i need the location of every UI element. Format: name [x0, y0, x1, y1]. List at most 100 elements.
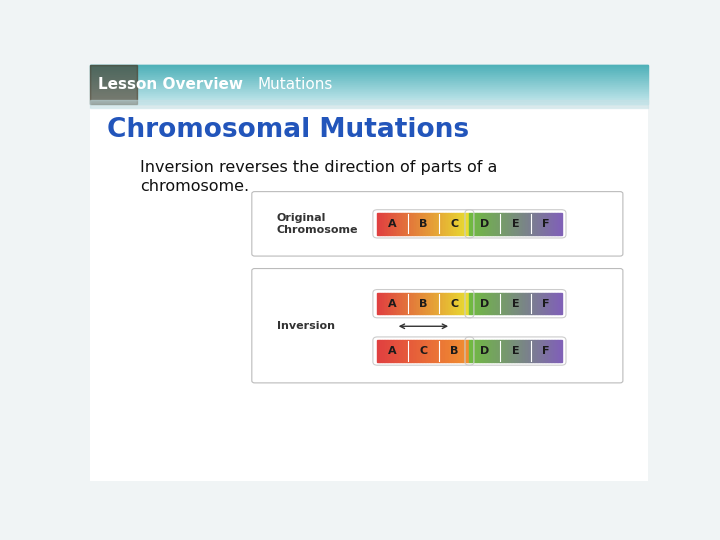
- Bar: [90, 85, 648, 86]
- Bar: [503, 340, 505, 362]
- Bar: [525, 340, 526, 362]
- Text: chromosome.: chromosome.: [140, 179, 249, 194]
- Bar: [433, 293, 434, 314]
- Bar: [90, 71, 648, 72]
- Bar: [415, 213, 418, 235]
- Bar: [453, 340, 454, 362]
- Bar: [411, 340, 413, 362]
- Bar: [544, 340, 546, 362]
- Bar: [90, 90, 648, 91]
- Bar: [511, 293, 513, 314]
- Bar: [411, 213, 413, 235]
- Bar: [384, 340, 385, 362]
- Text: C: C: [450, 299, 458, 309]
- Bar: [408, 340, 410, 362]
- Bar: [491, 293, 492, 314]
- Bar: [446, 293, 448, 314]
- Bar: [477, 293, 479, 314]
- Bar: [511, 340, 513, 362]
- Bar: [384, 213, 385, 235]
- Bar: [400, 213, 402, 235]
- Bar: [90, 91, 648, 92]
- Bar: [437, 213, 438, 235]
- Bar: [555, 340, 557, 362]
- Bar: [506, 213, 508, 235]
- Bar: [425, 213, 426, 235]
- Bar: [90, 65, 138, 104]
- Bar: [490, 213, 491, 235]
- Bar: [480, 213, 482, 235]
- Bar: [90, 94, 648, 95]
- Bar: [528, 213, 529, 235]
- Bar: [402, 213, 403, 235]
- Bar: [506, 340, 508, 362]
- Text: Inversion: Inversion: [277, 321, 335, 330]
- Bar: [523, 293, 525, 314]
- Bar: [397, 213, 399, 235]
- Bar: [474, 213, 476, 235]
- Bar: [560, 213, 562, 235]
- Bar: [405, 213, 407, 235]
- Bar: [516, 213, 517, 235]
- Bar: [541, 293, 543, 314]
- Bar: [468, 293, 469, 314]
- Bar: [382, 293, 384, 314]
- Bar: [467, 213, 468, 235]
- Bar: [391, 293, 392, 314]
- Bar: [497, 213, 498, 235]
- Bar: [90, 67, 648, 68]
- Bar: [483, 293, 485, 314]
- Bar: [459, 293, 460, 314]
- Bar: [90, 100, 648, 101]
- Bar: [428, 340, 430, 362]
- Bar: [551, 213, 552, 235]
- Bar: [469, 213, 471, 235]
- Bar: [529, 340, 531, 362]
- Bar: [532, 340, 534, 362]
- Bar: [385, 213, 387, 235]
- Bar: [460, 293, 462, 314]
- Bar: [465, 293, 467, 314]
- Bar: [539, 213, 540, 235]
- Bar: [436, 293, 437, 314]
- Bar: [438, 293, 441, 314]
- Bar: [90, 95, 648, 96]
- Bar: [494, 293, 495, 314]
- Bar: [539, 293, 540, 314]
- Bar: [465, 213, 467, 235]
- Bar: [543, 213, 544, 235]
- Bar: [498, 213, 500, 235]
- Bar: [442, 293, 444, 314]
- Bar: [433, 340, 434, 362]
- Bar: [463, 340, 465, 362]
- Bar: [500, 213, 502, 235]
- Bar: [528, 293, 529, 314]
- Text: A: A: [388, 219, 397, 229]
- Bar: [459, 213, 460, 235]
- Bar: [377, 340, 379, 362]
- Text: B: B: [419, 299, 428, 309]
- Bar: [90, 79, 648, 80]
- Bar: [431, 340, 433, 362]
- Bar: [521, 213, 523, 235]
- Text: D: D: [480, 346, 490, 356]
- Text: C: C: [450, 219, 458, 229]
- FancyBboxPatch shape: [252, 268, 623, 383]
- Bar: [379, 213, 380, 235]
- Bar: [474, 293, 476, 314]
- Bar: [517, 293, 518, 314]
- Bar: [557, 340, 559, 362]
- Bar: [90, 70, 648, 71]
- Bar: [483, 340, 485, 362]
- Bar: [442, 340, 444, 362]
- Bar: [498, 340, 500, 362]
- Bar: [425, 293, 426, 314]
- Bar: [557, 293, 559, 314]
- Bar: [518, 340, 520, 362]
- Bar: [90, 83, 648, 84]
- Bar: [551, 340, 552, 362]
- Bar: [537, 340, 539, 362]
- Bar: [497, 340, 498, 362]
- Bar: [494, 213, 495, 235]
- Bar: [503, 213, 505, 235]
